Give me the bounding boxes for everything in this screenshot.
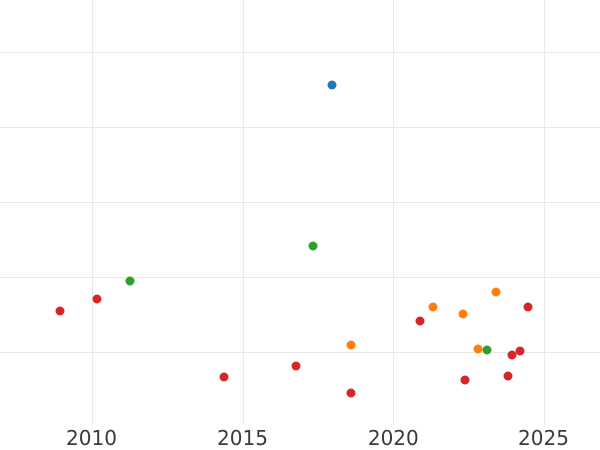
scatter-point-red: [55, 306, 65, 316]
scatter-point-red: [460, 375, 470, 385]
scatter-point-orange: [473, 344, 483, 354]
x-gridline: [543, 0, 545, 425]
scatter-point-red: [523, 302, 533, 312]
scatter-point-orange: [458, 309, 468, 319]
scatter-point-green: [125, 276, 135, 286]
x-tick-label: 2015: [217, 426, 268, 450]
scatter-point-orange: [428, 302, 438, 312]
scatter-point-red: [92, 294, 102, 304]
scatter-point-red: [515, 346, 525, 356]
x-tick-label: 2025: [518, 426, 569, 450]
x-gridline: [91, 0, 93, 425]
scatter-point-orange: [346, 340, 356, 350]
scatter-point-orange: [491, 287, 501, 297]
scatter-point-green: [308, 241, 318, 251]
x-gridline: [393, 0, 395, 425]
y-gridline: [0, 127, 600, 128]
scatter-point-red: [291, 361, 301, 371]
scatter-point-green: [482, 345, 492, 355]
scatter-point-red: [415, 316, 425, 326]
scatter-point-blue: [327, 80, 337, 90]
y-gridline: [0, 277, 600, 278]
y-gridline: [0, 352, 600, 353]
scatter-point-red: [219, 372, 229, 382]
scatter-point-red: [346, 388, 356, 398]
x-tick-label: 2010: [66, 426, 117, 450]
scatter-point-red: [507, 350, 517, 360]
scatter-point-red: [503, 371, 513, 381]
y-gridline: [0, 52, 600, 53]
x-tick-label: 2020: [367, 426, 419, 450]
x-gridline: [242, 0, 244, 425]
y-gridline: [0, 202, 600, 203]
